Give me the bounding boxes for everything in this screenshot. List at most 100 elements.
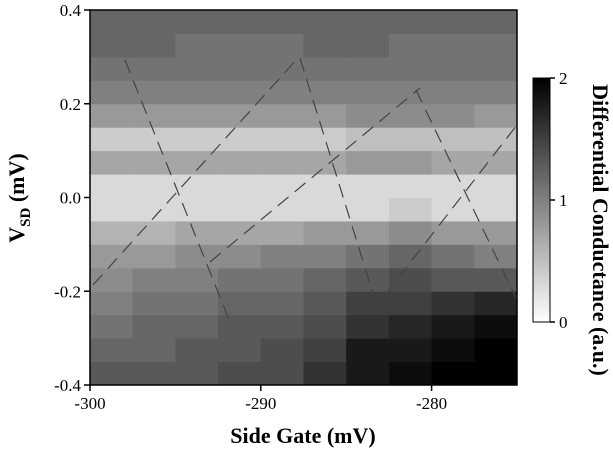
heatmap-cell	[303, 150, 347, 175]
heatmap-cell	[388, 80, 433, 105]
heatmap-cell	[175, 267, 219, 292]
guide-line	[209, 87, 421, 263]
heatmap-cell	[260, 291, 304, 316]
heatmap-cell	[218, 80, 262, 105]
heatmap-cell	[175, 103, 219, 128]
heatmap-cell	[474, 361, 518, 386]
heatmap-cell	[175, 174, 219, 198]
heatmap-cell	[132, 244, 176, 269]
heatmap-cell	[175, 33, 219, 58]
heatmap-cell	[388, 361, 433, 386]
heatmap-cell	[346, 197, 390, 222]
heatmap-cell	[431, 80, 475, 105]
heatmap-cell	[260, 10, 304, 34]
heatmap-cell	[218, 338, 262, 363]
heatmap-cell	[388, 220, 433, 245]
heatmap-cell	[431, 197, 475, 222]
heatmap-cell	[260, 338, 304, 363]
heatmap-cell	[132, 10, 176, 34]
heatmap-cell	[260, 103, 304, 128]
heatmap-cell	[218, 56, 262, 81]
heatmap-cell	[346, 150, 390, 175]
heatmap-cell	[346, 10, 390, 34]
heatmap-cell	[90, 197, 134, 222]
heatmap-cell	[175, 197, 219, 222]
guide-line	[92, 57, 299, 286]
heatmap-cell	[431, 338, 475, 363]
heatmap-cell	[218, 220, 262, 245]
heatmap-cell	[346, 33, 390, 58]
heatmap-cell	[90, 33, 134, 58]
heatmap-cell	[132, 127, 176, 152]
y-tick-label: 0.4	[60, 1, 82, 20]
heatmap-cell	[474, 33, 518, 58]
heatmap-cell	[431, 127, 475, 152]
heatmap-cell	[431, 220, 475, 245]
heatmap-cell	[132, 314, 176, 339]
y-tick-label: -0.4	[54, 376, 81, 395]
heatmap-cell	[431, 56, 475, 81]
heatmap-cell	[132, 291, 176, 316]
heatmap-cell	[90, 103, 134, 128]
heatmap-cell	[175, 291, 219, 316]
heatmap-cell	[175, 361, 219, 386]
heatmap-cell	[303, 197, 347, 222]
y-axis-label: VSD (mV)	[4, 153, 34, 242]
heatmap-cell	[260, 33, 304, 58]
heatmap-cell	[303, 33, 347, 58]
y-tick-label: -0.2	[54, 282, 81, 301]
heatmap-cell	[388, 174, 433, 198]
heatmap-cell	[388, 33, 433, 58]
heatmap-cell	[474, 220, 518, 245]
y-label-unit: (mV)	[4, 153, 29, 207]
colorbar-label: Differential Conductance (a.u.)	[588, 84, 613, 376]
colorbar	[532, 77, 551, 323]
y-tick-label: 0.2	[60, 95, 81, 114]
heatmap-cell	[346, 267, 390, 292]
heatmap-cell	[303, 361, 347, 386]
heatmap-cell	[175, 127, 219, 152]
colorbar-tick-label: 1	[559, 191, 568, 210]
heatmap-cell	[431, 291, 475, 316]
heatmap-cell	[90, 267, 134, 292]
heatmap-cell	[474, 174, 518, 198]
heatmap-cell	[303, 244, 347, 269]
heatmap-cell	[90, 314, 134, 339]
heatmap-cell	[431, 10, 475, 34]
heatmap-cell	[474, 103, 518, 128]
heatmap-cell	[303, 80, 347, 105]
heatmap-cell	[474, 150, 518, 175]
heatmap-cell	[346, 244, 390, 269]
heatmap-cell	[474, 314, 518, 339]
heatmap-cell	[132, 56, 176, 81]
heatmap-cell	[175, 56, 219, 81]
heatmap-cell	[218, 174, 262, 198]
heatmap-cell	[303, 103, 347, 128]
heatmap-cell	[388, 197, 433, 222]
heatmap-cell	[260, 314, 304, 339]
heatmap-cell	[431, 33, 475, 58]
heatmap-cell	[132, 174, 176, 198]
heatmap-cell	[388, 150, 433, 175]
heatmap-cell	[388, 338, 433, 363]
heatmap-cell	[260, 197, 304, 222]
heatmap-cell	[346, 174, 390, 198]
heatmap-cell	[388, 127, 433, 152]
heatmap-cell	[303, 127, 347, 152]
heatmap-cell	[218, 33, 262, 58]
heatmap-cell	[388, 103, 433, 128]
colorbar-tick-label: 2	[559, 69, 568, 88]
heatmap-cell	[260, 361, 304, 386]
heatmap-cell	[218, 103, 262, 128]
heatmap-cell	[218, 267, 262, 292]
heatmap-cell	[175, 314, 219, 339]
heatmap-cell	[218, 127, 262, 152]
heatmap-cell	[90, 174, 134, 198]
heatmap-cell	[303, 56, 347, 81]
x-tick-label: -290	[245, 394, 276, 413]
y-label-sub: SD	[18, 207, 34, 226]
heatmap-cell	[260, 150, 304, 175]
heatmap-cell	[388, 314, 433, 339]
heatmap-cell	[90, 10, 134, 34]
